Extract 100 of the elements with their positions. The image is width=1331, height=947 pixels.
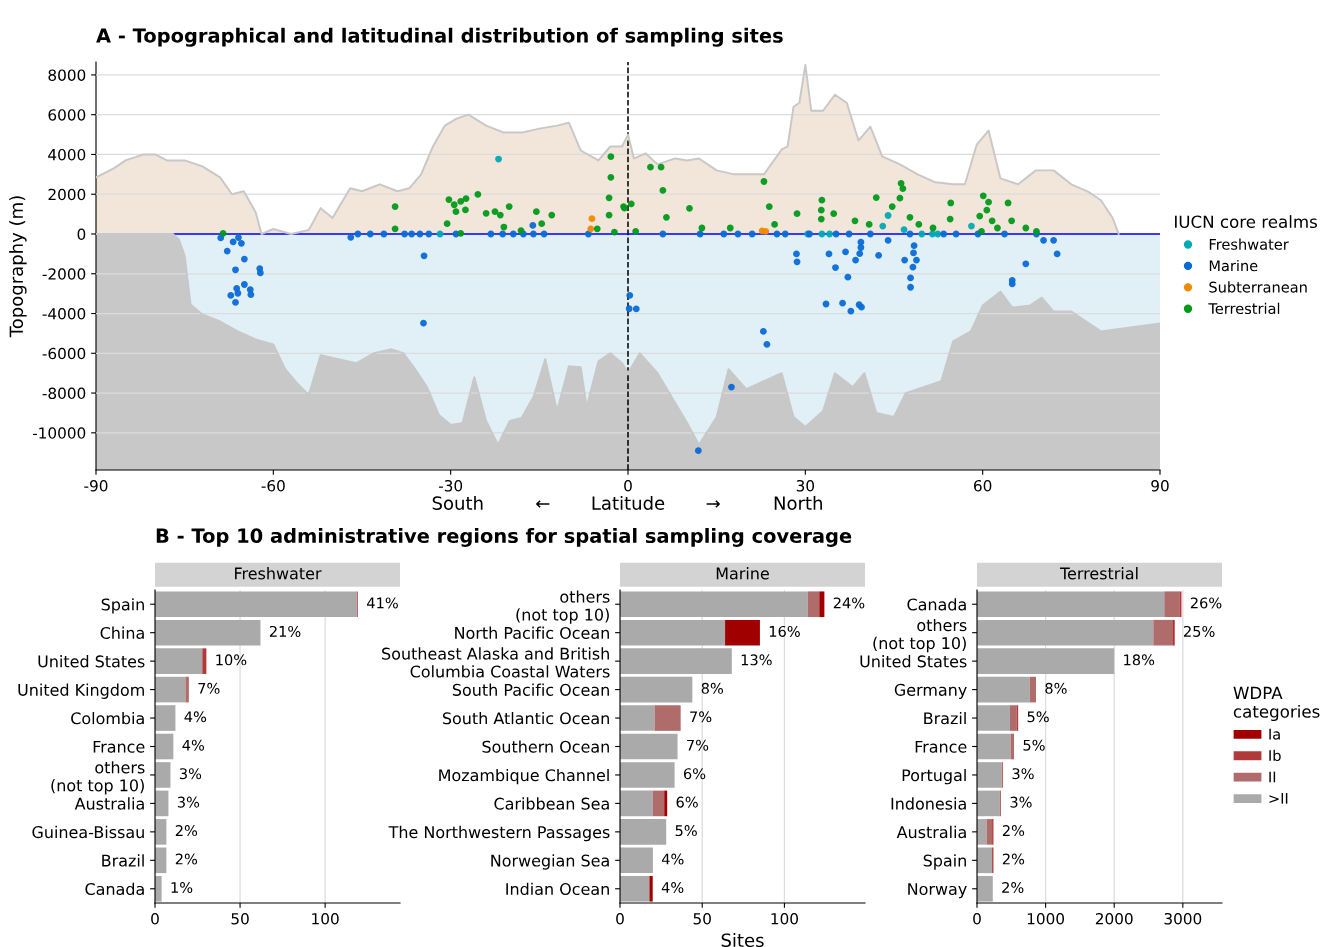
y-tick-label: Canada [907, 598, 966, 611]
y-tick-label: Norway [908, 883, 967, 899]
y-tick-label: 8000 [48, 69, 86, 81]
y-tick-label: -6000 [42, 347, 86, 360]
annotation: 26% [1190, 597, 1222, 609]
chart-subtitle: Freshwater [235, 567, 322, 580]
x-tick-label: 0 [616, 912, 624, 925]
annotation: 6% [683, 768, 706, 780]
y-tick-label: others (not top 10) [873, 618, 967, 653]
legend-label: Marine [1209, 259, 1258, 272]
y-tick-label: Southern Ocean [482, 740, 609, 753]
legend-label: Terrestrial [1208, 302, 1280, 315]
y-tick-label: 0 [77, 228, 86, 241]
annotation: 10% [216, 654, 247, 666]
y-tick-label: -4000 [42, 307, 86, 320]
x-tick-label: 3000 [1164, 912, 1202, 925]
text: B - Top 10 administrative regions for spatial sampling coverage [156, 528, 852, 547]
chart-title: A - Topographical and latitudinal distribution of sampling sites [96, 27, 783, 47]
y-tick-label: Canada [85, 882, 144, 896]
annotation: 13% [741, 654, 772, 666]
x-tick-label: 100 [771, 912, 798, 925]
annotation: 6% [676, 796, 698, 808]
annotation: 7% [198, 682, 220, 694]
legend-title: IUCN core realms [1175, 215, 1317, 229]
x-axis-title: Sites [721, 933, 764, 947]
annotation: 8% [1045, 682, 1067, 694]
annotation: 5% [675, 825, 697, 837]
legend-title: WDPA categories [1233, 686, 1320, 722]
annotation: 3% [179, 768, 202, 780]
y-tick-label: United States [860, 655, 967, 668]
annotation: 2% [175, 853, 198, 865]
annotation: 7% [687, 739, 709, 751]
y-tick-label: South Pacific Ocean [452, 683, 609, 696]
y-tick-label: Norwegian Sea [491, 854, 609, 870]
y-tick-label: France [93, 740, 145, 753]
text: South ← Latitude → North [432, 495, 822, 510]
y-tick-label: others (not top 10) [516, 590, 610, 624]
annotation: 1% [171, 881, 193, 893]
annotation: 4% [184, 711, 207, 723]
x-tick-label: 0 [151, 912, 159, 925]
y-tick-label: China [100, 626, 144, 639]
annotation: 8% [701, 682, 724, 694]
x-tick-label: 1000 [1027, 912, 1065, 925]
x-tick-label: 0 [973, 912, 981, 925]
annotation: 25% [1183, 625, 1215, 637]
y-tick-label: United Kingdom [18, 683, 144, 699]
y-tick-label: 4000 [48, 148, 86, 161]
y-tick-label: Brazil [924, 711, 966, 725]
annotation: 2% [1002, 825, 1025, 837]
x-tick-label: 60 [974, 479, 992, 492]
annotation: 4% [182, 739, 205, 751]
annotation: 21% [269, 625, 301, 637]
annotation: 2% [1002, 853, 1025, 865]
annotation: 2% [175, 825, 198, 837]
y-tick-label: 6000 [48, 109, 86, 121]
y-tick-label: Indian Ocean [506, 882, 609, 896]
y-tick-label: South Atlantic Ocean [442, 711, 609, 725]
y-tick-label: United States [38, 655, 145, 668]
y-tick-label: Spain [101, 598, 144, 614]
y-tick-label: 2000 [48, 188, 86, 201]
x-tick-label: 2000 [1095, 912, 1133, 925]
x-tick-label: 50 [231, 912, 249, 925]
annotation: 3% [1010, 796, 1032, 808]
x-tick-label: 30 [796, 479, 815, 492]
legend-label: II [1269, 771, 1276, 783]
y-tick-label: North Pacific Ocean [455, 626, 609, 639]
chart-subtitle: Marine [716, 567, 769, 580]
annotation: 18% [1124, 654, 1155, 666]
x-tick-label: -90 [84, 479, 108, 492]
y-tick-label: -8000 [42, 387, 86, 400]
y-tick-label: France [915, 740, 967, 753]
annotation: 7% [690, 711, 712, 723]
y-tick-label: Brazil [102, 854, 144, 867]
annotation: 3% [177, 796, 200, 808]
x-tick-label: -30 [438, 479, 463, 492]
annotation: 5% [1027, 711, 1049, 723]
x-tick-label: 100 [312, 912, 339, 925]
annotation: 5% [1023, 739, 1045, 751]
annotation: 24% [833, 597, 865, 609]
x-tick-label: 90 [1151, 479, 1169, 492]
annotation: 2% [1002, 881, 1024, 893]
y-tick-label: Portugal [902, 768, 966, 785]
y-tick-label: Germany [894, 683, 967, 699]
y-tick-label: Spain [923, 854, 966, 870]
legend-label: Ib [1269, 749, 1281, 762]
x-tick-label: 0 [624, 479, 632, 492]
legend-label: Subterranean [1209, 281, 1307, 293]
legend-label: Ia [1269, 728, 1280, 740]
annotation: 4% [661, 881, 684, 893]
y-tick-label: Guinea-Bissau [32, 825, 144, 839]
x-tick-label: -60 [261, 479, 285, 492]
annotation: 3% [1012, 768, 1034, 780]
annotation: 4% [661, 853, 684, 865]
y-tick-label: Caribbean Sea [494, 797, 609, 810]
y-tick-label: Colombia [71, 711, 144, 725]
y-tick-label: others (not top 10) [51, 761, 145, 795]
annotation: 16% [769, 625, 800, 637]
chart-subtitle: Terrestrial [1059, 567, 1138, 580]
y-tick-label: -2000 [42, 268, 86, 280]
y-tick-label: Australia [896, 825, 966, 839]
